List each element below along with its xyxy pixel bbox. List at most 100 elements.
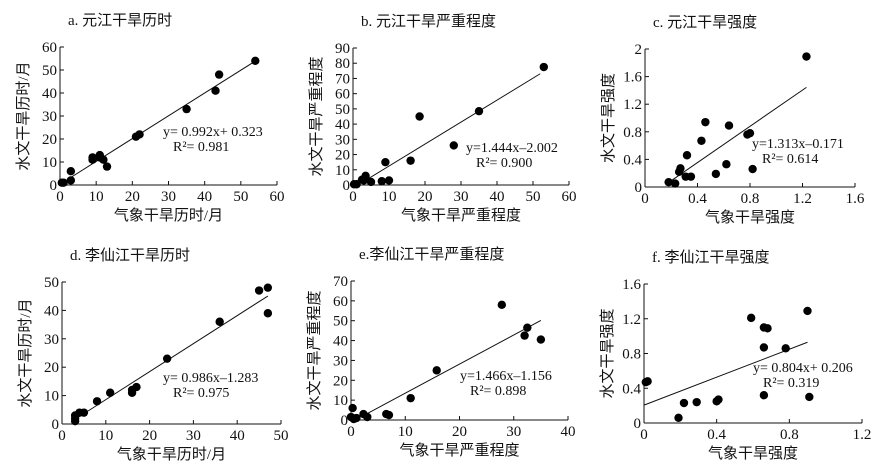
y-axis-label: 水文干旱强度 xyxy=(599,308,616,398)
y-tick-label: 1.6 xyxy=(623,70,642,86)
data-point xyxy=(449,141,458,150)
y-tick-label: 60 xyxy=(42,40,57,56)
chart-panel-d: 0 10 20 30 40 50 0 10 20 30 40 50 d. 李仙江干旱历时气象干旱历时/月… xyxy=(17,247,289,462)
data-point xyxy=(679,398,689,408)
regression-equation: y=1.313x–0.171 xyxy=(752,137,844,152)
data-point xyxy=(674,413,683,422)
data-point xyxy=(763,324,772,333)
r-squared: R²= 0.975 xyxy=(173,386,229,401)
x-axis-label: 气象干旱历时/月 xyxy=(114,207,223,224)
data-point xyxy=(211,86,220,95)
x-tick-label: 60 xyxy=(270,189,285,205)
x-tick-label: 10 xyxy=(98,428,113,444)
y-tick-label: 90 xyxy=(335,41,350,57)
data-point xyxy=(377,176,386,186)
data-point xyxy=(162,354,172,363)
data-point xyxy=(802,52,811,61)
x-tick-label: 40 xyxy=(561,424,576,440)
y-tick-label: 40 xyxy=(44,303,59,319)
data-point xyxy=(79,408,89,417)
data-point xyxy=(643,377,652,386)
regression-equation: y=1.466x–1.156 xyxy=(460,369,552,384)
y-tick-label: 10 xyxy=(42,155,57,171)
x-tick-label: 50 xyxy=(526,189,541,205)
y-tick-label: 0 xyxy=(635,180,643,196)
y-tick-label: 20 xyxy=(42,132,57,148)
data-point xyxy=(676,164,685,173)
data-point xyxy=(214,70,224,79)
x-tick-label: 0 xyxy=(349,189,357,205)
data-point xyxy=(135,130,144,139)
y-tick-label: 1.6 xyxy=(622,277,641,293)
data-point xyxy=(132,382,141,392)
data-point xyxy=(406,393,415,403)
x-tick-label: 40 xyxy=(197,189,212,205)
data-point xyxy=(711,169,721,179)
x-tick-label: 50 xyxy=(233,189,248,205)
x-tick-label: 50 xyxy=(274,428,289,444)
x-tick-label: 30 xyxy=(186,428,201,444)
data-point xyxy=(759,343,769,352)
y-tick-label: 10 xyxy=(44,389,59,405)
data-point xyxy=(352,413,361,423)
x-tick-label: 20 xyxy=(452,424,467,440)
x-axis-label: 气象干旱强度 xyxy=(705,209,795,226)
chart-title: c. 元江干旱强度 xyxy=(653,14,757,31)
x-axis-label: 气象干旱强度 xyxy=(708,445,798,462)
x-tick-label: 40 xyxy=(230,428,245,444)
regression-equation: y=1.444x–2.002 xyxy=(466,141,558,156)
data-point xyxy=(497,300,507,310)
x-tick-label: 0 xyxy=(641,191,649,207)
data-point xyxy=(536,335,546,344)
y-tick-label: 50 xyxy=(44,275,59,291)
y-tick-label: 30 xyxy=(335,132,350,148)
x-axis-label: 气象干旱历时/月 xyxy=(117,446,226,462)
data-point xyxy=(182,104,191,114)
x-tick-label: 1.2 xyxy=(853,427,872,443)
data-point xyxy=(432,366,441,375)
r-squared: R²= 0.319 xyxy=(763,376,819,391)
x-tick-label: 20 xyxy=(418,189,433,205)
x-tick-label: 20 xyxy=(125,189,140,205)
data-point xyxy=(361,171,370,181)
y-axis-label: 水文干旱历时/月 xyxy=(17,298,34,407)
x-tick-label: 0.8 xyxy=(741,191,760,207)
x-tick-label: 1.2 xyxy=(793,191,812,207)
y-tick-label: 0.4 xyxy=(623,152,642,168)
y-axis-label: 水文干旱严重程度 xyxy=(306,290,323,410)
chart-title: f. 李仙江干旱强度 xyxy=(652,249,770,266)
y-tick-label: 30 xyxy=(333,353,348,369)
y-tick-label: 70 xyxy=(333,274,348,290)
data-point xyxy=(701,117,710,127)
data-point xyxy=(251,56,260,65)
x-tick-label: 60 xyxy=(562,189,577,205)
r-squared: R²= 0.981 xyxy=(173,140,229,155)
x-tick-label: 10 xyxy=(382,189,397,205)
data-point xyxy=(406,156,415,165)
y-axis-label: 水文干旱强度 xyxy=(600,73,617,163)
data-point xyxy=(263,283,273,292)
x-tick-label: 0.4 xyxy=(707,427,726,443)
y-tick-label: 0 xyxy=(52,417,60,433)
data-point xyxy=(759,391,769,400)
x-tick-label: 0.8 xyxy=(780,427,799,443)
y-axis-label: 水文干旱严重程度 xyxy=(308,56,325,176)
y-tick-label: 80 xyxy=(335,56,350,72)
regression-line xyxy=(643,341,808,406)
y-tick-label: 20 xyxy=(333,373,348,389)
x-tick-label: 0.4 xyxy=(688,191,707,207)
data-point xyxy=(686,172,696,181)
data-point xyxy=(724,121,734,130)
regression-equation: y= 0.986x–1.283 xyxy=(163,371,258,386)
chart-panel-e: 0 10 20 30 40 0 10 20 30 40 50 60 70 e.李仙江干旱严重程度气象干旱严… xyxy=(306,246,576,459)
x-axis-label: 气象干旱严重程度 xyxy=(401,207,521,224)
y-tick-label: 40 xyxy=(333,334,348,350)
y-tick-label: 1.2 xyxy=(623,97,642,113)
y-tick-label: 50 xyxy=(335,102,350,118)
y-tick-label: 0 xyxy=(50,178,58,194)
data-point xyxy=(105,388,115,397)
y-tick-label: 50 xyxy=(333,314,348,330)
data-point xyxy=(384,176,394,185)
x-tick-label: 40 xyxy=(490,189,505,205)
